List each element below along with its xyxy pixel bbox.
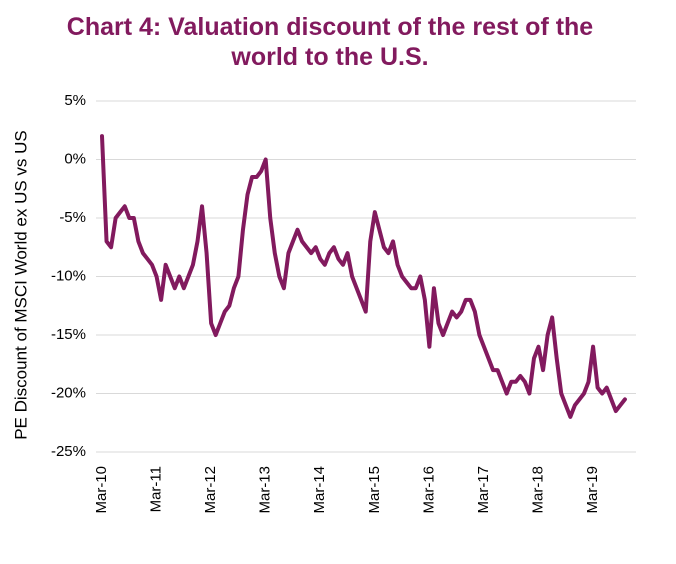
x-tick-label: Mar-14 — [311, 466, 328, 514]
y-axis-label: PE Discount of MSCI World ex US vs US — [11, 130, 30, 440]
x-tick-label: Mar-12 — [202, 466, 219, 514]
x-tick-label: Mar-10 — [93, 466, 110, 514]
y-tick-label: -15% — [51, 326, 86, 343]
x-tick-label: Mar-19 — [584, 466, 601, 514]
y-tick-label: -25% — [51, 443, 86, 460]
x-tick-label: Mar-17 — [475, 466, 492, 514]
x-tick-label: Mar-18 — [529, 466, 546, 514]
y-tick-label: -20% — [51, 384, 86, 401]
x-tick-label: Mar-13 — [257, 466, 274, 514]
data-line — [100, 134, 627, 419]
x-tick-label: Mar-15 — [366, 466, 383, 514]
y-tick-label: 0% — [64, 150, 86, 167]
y-tick-label: -10% — [51, 267, 86, 284]
y-tick-label: -5% — [59, 209, 86, 226]
x-tick-label: Mar-16 — [420, 466, 437, 514]
chart-title: Chart 4: Valuation discount of the rest … — [66, 13, 594, 71]
y-tick-label: 5% — [64, 92, 86, 109]
x-tick-label: Mar-11 — [148, 466, 165, 512]
